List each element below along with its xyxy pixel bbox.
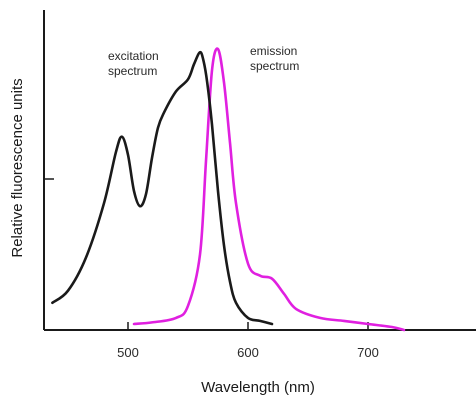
excitation-spectrum-curve [51,50,274,326]
y-axis-label: Relative fluorescence units [9,78,26,257]
excitation-annotation: excitation spectrum [108,49,162,78]
emission-annotation-line1: emission [250,44,297,58]
x-axis-label: Wavelength (nm) [201,379,315,396]
excitation-annotation-line2: spectrum [108,64,157,78]
emission-annotation: emission spectrum [250,44,301,73]
x-tick-label-700: 700 [357,345,379,360]
emission-annotation-line2: spectrum [250,59,299,73]
emission-spectrum-curve [132,47,406,332]
x-tick-label-500: 500 [117,345,139,360]
excitation-annotation-line1: excitation [108,49,159,63]
x-tick-label-600: 600 [237,345,259,360]
